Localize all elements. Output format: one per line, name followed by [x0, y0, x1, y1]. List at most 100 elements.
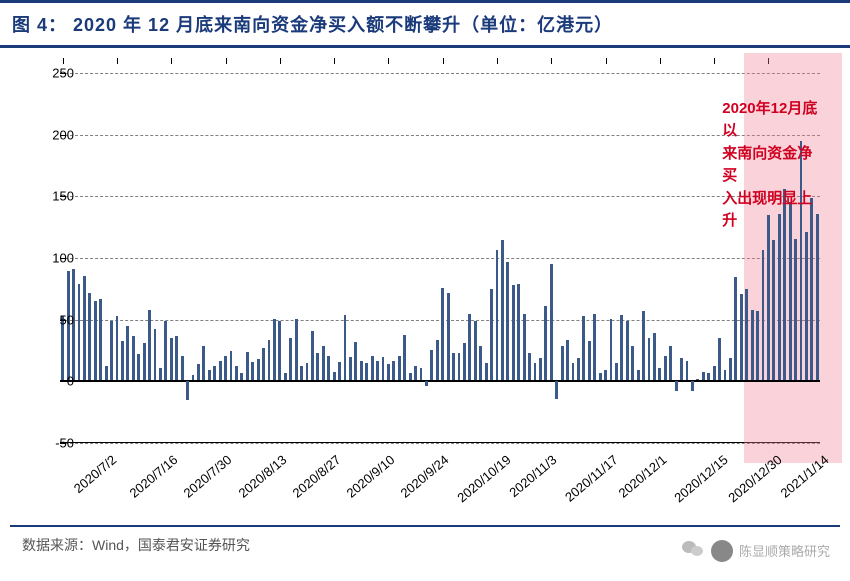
chart-title: 图 4： 2020 年 12 月底来南向资金净买入额不断攀升（单位：亿港元） [12, 11, 613, 37]
bar [398, 356, 401, 381]
avatar-icon [711, 540, 733, 562]
bar [778, 214, 781, 381]
bar [154, 329, 157, 381]
bar [360, 361, 363, 381]
top-tick-mark [388, 58, 389, 64]
y-tick-mark [60, 443, 66, 444]
bar [105, 366, 108, 381]
bar [132, 336, 135, 380]
bar [767, 215, 770, 380]
bar [512, 285, 515, 380]
bar [620, 315, 623, 380]
x-tick-label: 2020/7/30 [181, 452, 235, 501]
bar [648, 338, 651, 380]
bar [246, 352, 249, 380]
bar [669, 346, 672, 381]
gridline [60, 196, 820, 197]
bar [235, 366, 238, 381]
bar [686, 361, 689, 381]
bar [447, 293, 450, 381]
bar [588, 341, 591, 380]
x-tick-label: 2020/12/1 [615, 452, 669, 501]
top-tick-mark [497, 58, 498, 64]
bar [734, 277, 737, 381]
chart-container: 2020年12月底以来南向资金净买入出现明显上升 2020/7/22020/7/… [10, 58, 840, 518]
bar [610, 319, 613, 381]
bar [517, 284, 520, 380]
bar [675, 381, 678, 391]
bar [479, 346, 482, 381]
x-tick-label: 2020/9/10 [344, 452, 398, 501]
bar [637, 370, 640, 380]
bar [550, 264, 553, 380]
bar [626, 321, 629, 380]
bar [365, 363, 368, 380]
bar [506, 262, 509, 380]
bar [582, 316, 585, 380]
watermark: 陈显顺策略研究 [681, 538, 830, 563]
bar [126, 326, 129, 380]
bar [696, 379, 699, 380]
bar [702, 372, 705, 381]
bar [528, 353, 531, 380]
bar [316, 353, 319, 380]
y-tick-mark [60, 135, 66, 136]
gridline [60, 135, 820, 136]
bar [349, 357, 352, 380]
bar [268, 340, 271, 381]
bar [458, 353, 461, 380]
bar [311, 331, 314, 380]
bar [751, 310, 754, 380]
bar [289, 338, 292, 380]
bar [284, 373, 287, 380]
y-tick-mark [60, 320, 66, 321]
bar [794, 239, 797, 381]
bar [713, 366, 716, 381]
watermark-text: 陈显顺策略研究 [739, 541, 830, 560]
gridline [60, 320, 820, 321]
bar [387, 364, 390, 380]
bar [816, 214, 819, 381]
bar [175, 336, 178, 380]
bar [805, 232, 808, 380]
bar [116, 316, 119, 380]
bar [441, 288, 444, 381]
y-tick-mark [60, 196, 66, 197]
bar [561, 346, 564, 381]
bar [490, 289, 493, 380]
bar [409, 373, 412, 380]
bar [658, 368, 661, 380]
bar [251, 362, 254, 381]
bar [572, 363, 575, 380]
x-tick-label: 2020/8/13 [235, 452, 289, 501]
bar [756, 311, 759, 380]
bar [680, 358, 683, 380]
bar [772, 240, 775, 381]
bar [137, 354, 140, 380]
bar [306, 363, 309, 380]
bar [615, 363, 618, 380]
bar [501, 240, 504, 381]
bar [300, 366, 303, 381]
top-tick-mark [226, 58, 227, 64]
bar [436, 340, 439, 381]
bar [219, 361, 222, 381]
bar [729, 358, 732, 380]
bar [555, 381, 558, 398]
bar [333, 372, 336, 381]
gridline [60, 258, 820, 259]
bar [224, 356, 227, 381]
y-tick-mark [60, 258, 66, 259]
y-tick-mark [60, 381, 66, 382]
bar [78, 284, 81, 380]
bar [664, 356, 667, 381]
bar [143, 343, 146, 380]
bar [88, 293, 91, 381]
bar [724, 370, 727, 380]
bar [653, 333, 656, 380]
top-tick-mark [117, 58, 118, 64]
bar [691, 381, 694, 391]
bar [718, 338, 721, 380]
bar [382, 357, 385, 380]
x-tick-label: 2020/11/3 [506, 452, 559, 500]
